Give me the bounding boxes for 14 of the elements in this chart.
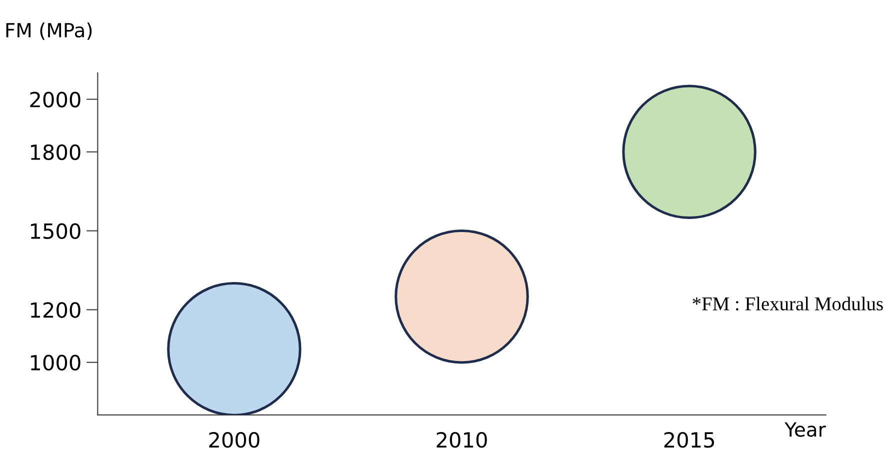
x-tick-label: 2015 (664, 432, 714, 448)
y-axis-title: FM (MPa) (6, 22, 92, 40)
x-axis-title: Year (784, 422, 826, 437)
annotation: *FM : Flexural Modulus (692, 296, 883, 310)
y-tick-label: 1200 (30, 302, 80, 318)
point (394, 229, 529, 364)
point (167, 282, 302, 415)
x-tick-label: 2010 (436, 432, 487, 448)
y-tick-label: 2000 (30, 92, 80, 108)
point (622, 84, 756, 220)
y-tick-label: 1500 (30, 223, 80, 240)
x-tick-label: 2000 (209, 432, 260, 448)
y-tick-label: 1800 (30, 144, 80, 160)
y-tick-label: 1000 (30, 354, 80, 371)
